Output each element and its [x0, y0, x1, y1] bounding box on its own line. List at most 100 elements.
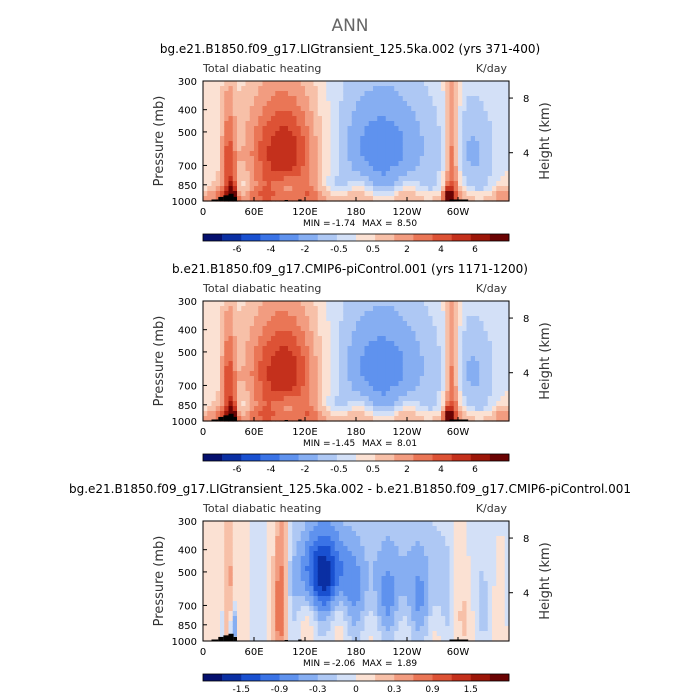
- field-cell: [402, 386, 408, 392]
- field-cell: [402, 311, 408, 317]
- field-cell: [249, 636, 255, 642]
- colorbar-swatch: [489, 454, 510, 461]
- field-cell: [360, 81, 366, 87]
- field-cell: [419, 91, 425, 97]
- field-cell: [262, 381, 268, 387]
- field-cell: [424, 101, 429, 107]
- field-cell: [275, 131, 281, 137]
- field-cell: [326, 101, 332, 107]
- field-cell: [275, 621, 281, 627]
- field-cell: [283, 376, 289, 382]
- field-cell: [441, 361, 446, 367]
- field-cell: [432, 341, 438, 347]
- field-cell: [373, 111, 378, 117]
- field-cell: [296, 546, 302, 552]
- field-cell: [266, 591, 272, 597]
- field-cell: [483, 156, 489, 162]
- field-cell: [385, 366, 391, 372]
- field-cell: [364, 336, 370, 342]
- field-cell: [292, 556, 298, 562]
- field-cell: [500, 121, 506, 127]
- field-cell: [228, 111, 234, 117]
- field-cell: [262, 371, 268, 377]
- field-cell: [360, 376, 366, 382]
- field-cell: [254, 81, 259, 87]
- field-cell: [398, 106, 404, 112]
- field-cell: [479, 81, 485, 87]
- field-cell: [300, 521, 306, 527]
- field-cell: [441, 546, 446, 552]
- field-cell: [415, 166, 421, 172]
- field-cell: [394, 321, 400, 327]
- field-cell: [211, 191, 217, 197]
- field-cell: [462, 326, 468, 332]
- field-cell: [364, 331, 370, 337]
- field-cell: [232, 126, 238, 132]
- field-cell: [462, 171, 468, 177]
- field-cell: [449, 111, 455, 117]
- field-cell: [288, 86, 293, 92]
- field-cell: [220, 536, 225, 542]
- field-cell: [424, 386, 429, 392]
- field-cell: [215, 106, 221, 112]
- field-cell: [432, 401, 438, 407]
- field-cell: [377, 306, 383, 312]
- field-cell: [292, 191, 298, 197]
- field-cell: [504, 86, 510, 92]
- field-cell: [402, 601, 408, 607]
- field-cell: [351, 181, 357, 187]
- field-cell: [394, 391, 400, 397]
- field-cell: [390, 151, 395, 157]
- field-cell: [470, 96, 476, 102]
- field-cell: [415, 96, 421, 102]
- field-cell: [441, 96, 446, 102]
- field-cell: [411, 551, 417, 557]
- colorbar-label: -2: [301, 245, 310, 255]
- field-cell: [228, 591, 234, 597]
- field-cell: [305, 636, 310, 642]
- field-cell: [487, 191, 493, 197]
- field-cell: [445, 161, 451, 167]
- field-cell: [211, 526, 217, 532]
- field-cell: [432, 636, 438, 642]
- field-cell: [475, 91, 480, 97]
- field-cell: [241, 361, 247, 367]
- field-cell: [436, 306, 442, 312]
- field-cell: [479, 406, 485, 412]
- field-cell: [313, 116, 319, 122]
- field-cell: [330, 386, 336, 392]
- field-cell: [381, 121, 387, 127]
- field-cell: [483, 81, 489, 87]
- field-cell: [390, 371, 395, 377]
- field-cell: [224, 141, 230, 147]
- field-cell: [275, 371, 281, 377]
- field-cell: [432, 306, 438, 312]
- field-cell: [249, 521, 255, 527]
- field-cell: [415, 536, 421, 542]
- field-cell: [241, 586, 247, 592]
- field-cell: [453, 396, 459, 402]
- field-cell: [504, 146, 510, 152]
- field-cell: [373, 306, 378, 312]
- colorbar-swatch: [298, 234, 319, 241]
- field-cell: [356, 621, 361, 627]
- field-cell: [228, 346, 234, 352]
- field-cell: [360, 166, 366, 172]
- field-cell: [326, 341, 332, 347]
- field-cell: [432, 116, 438, 122]
- field-cell: [330, 326, 336, 332]
- field-cell: [492, 176, 497, 182]
- field-cell: [347, 176, 353, 182]
- field-cell: [445, 386, 451, 392]
- field-cell: [249, 586, 255, 592]
- field-cell: [211, 416, 217, 422]
- field-cell: [381, 341, 387, 347]
- field-cell: [466, 151, 472, 157]
- field-cell: [330, 586, 336, 592]
- field-cell: [377, 346, 383, 352]
- field-cell: [415, 591, 421, 597]
- field-cell: [262, 306, 268, 312]
- field-cell: [262, 341, 268, 347]
- field-cell: [309, 156, 315, 162]
- field-cell: [381, 126, 387, 132]
